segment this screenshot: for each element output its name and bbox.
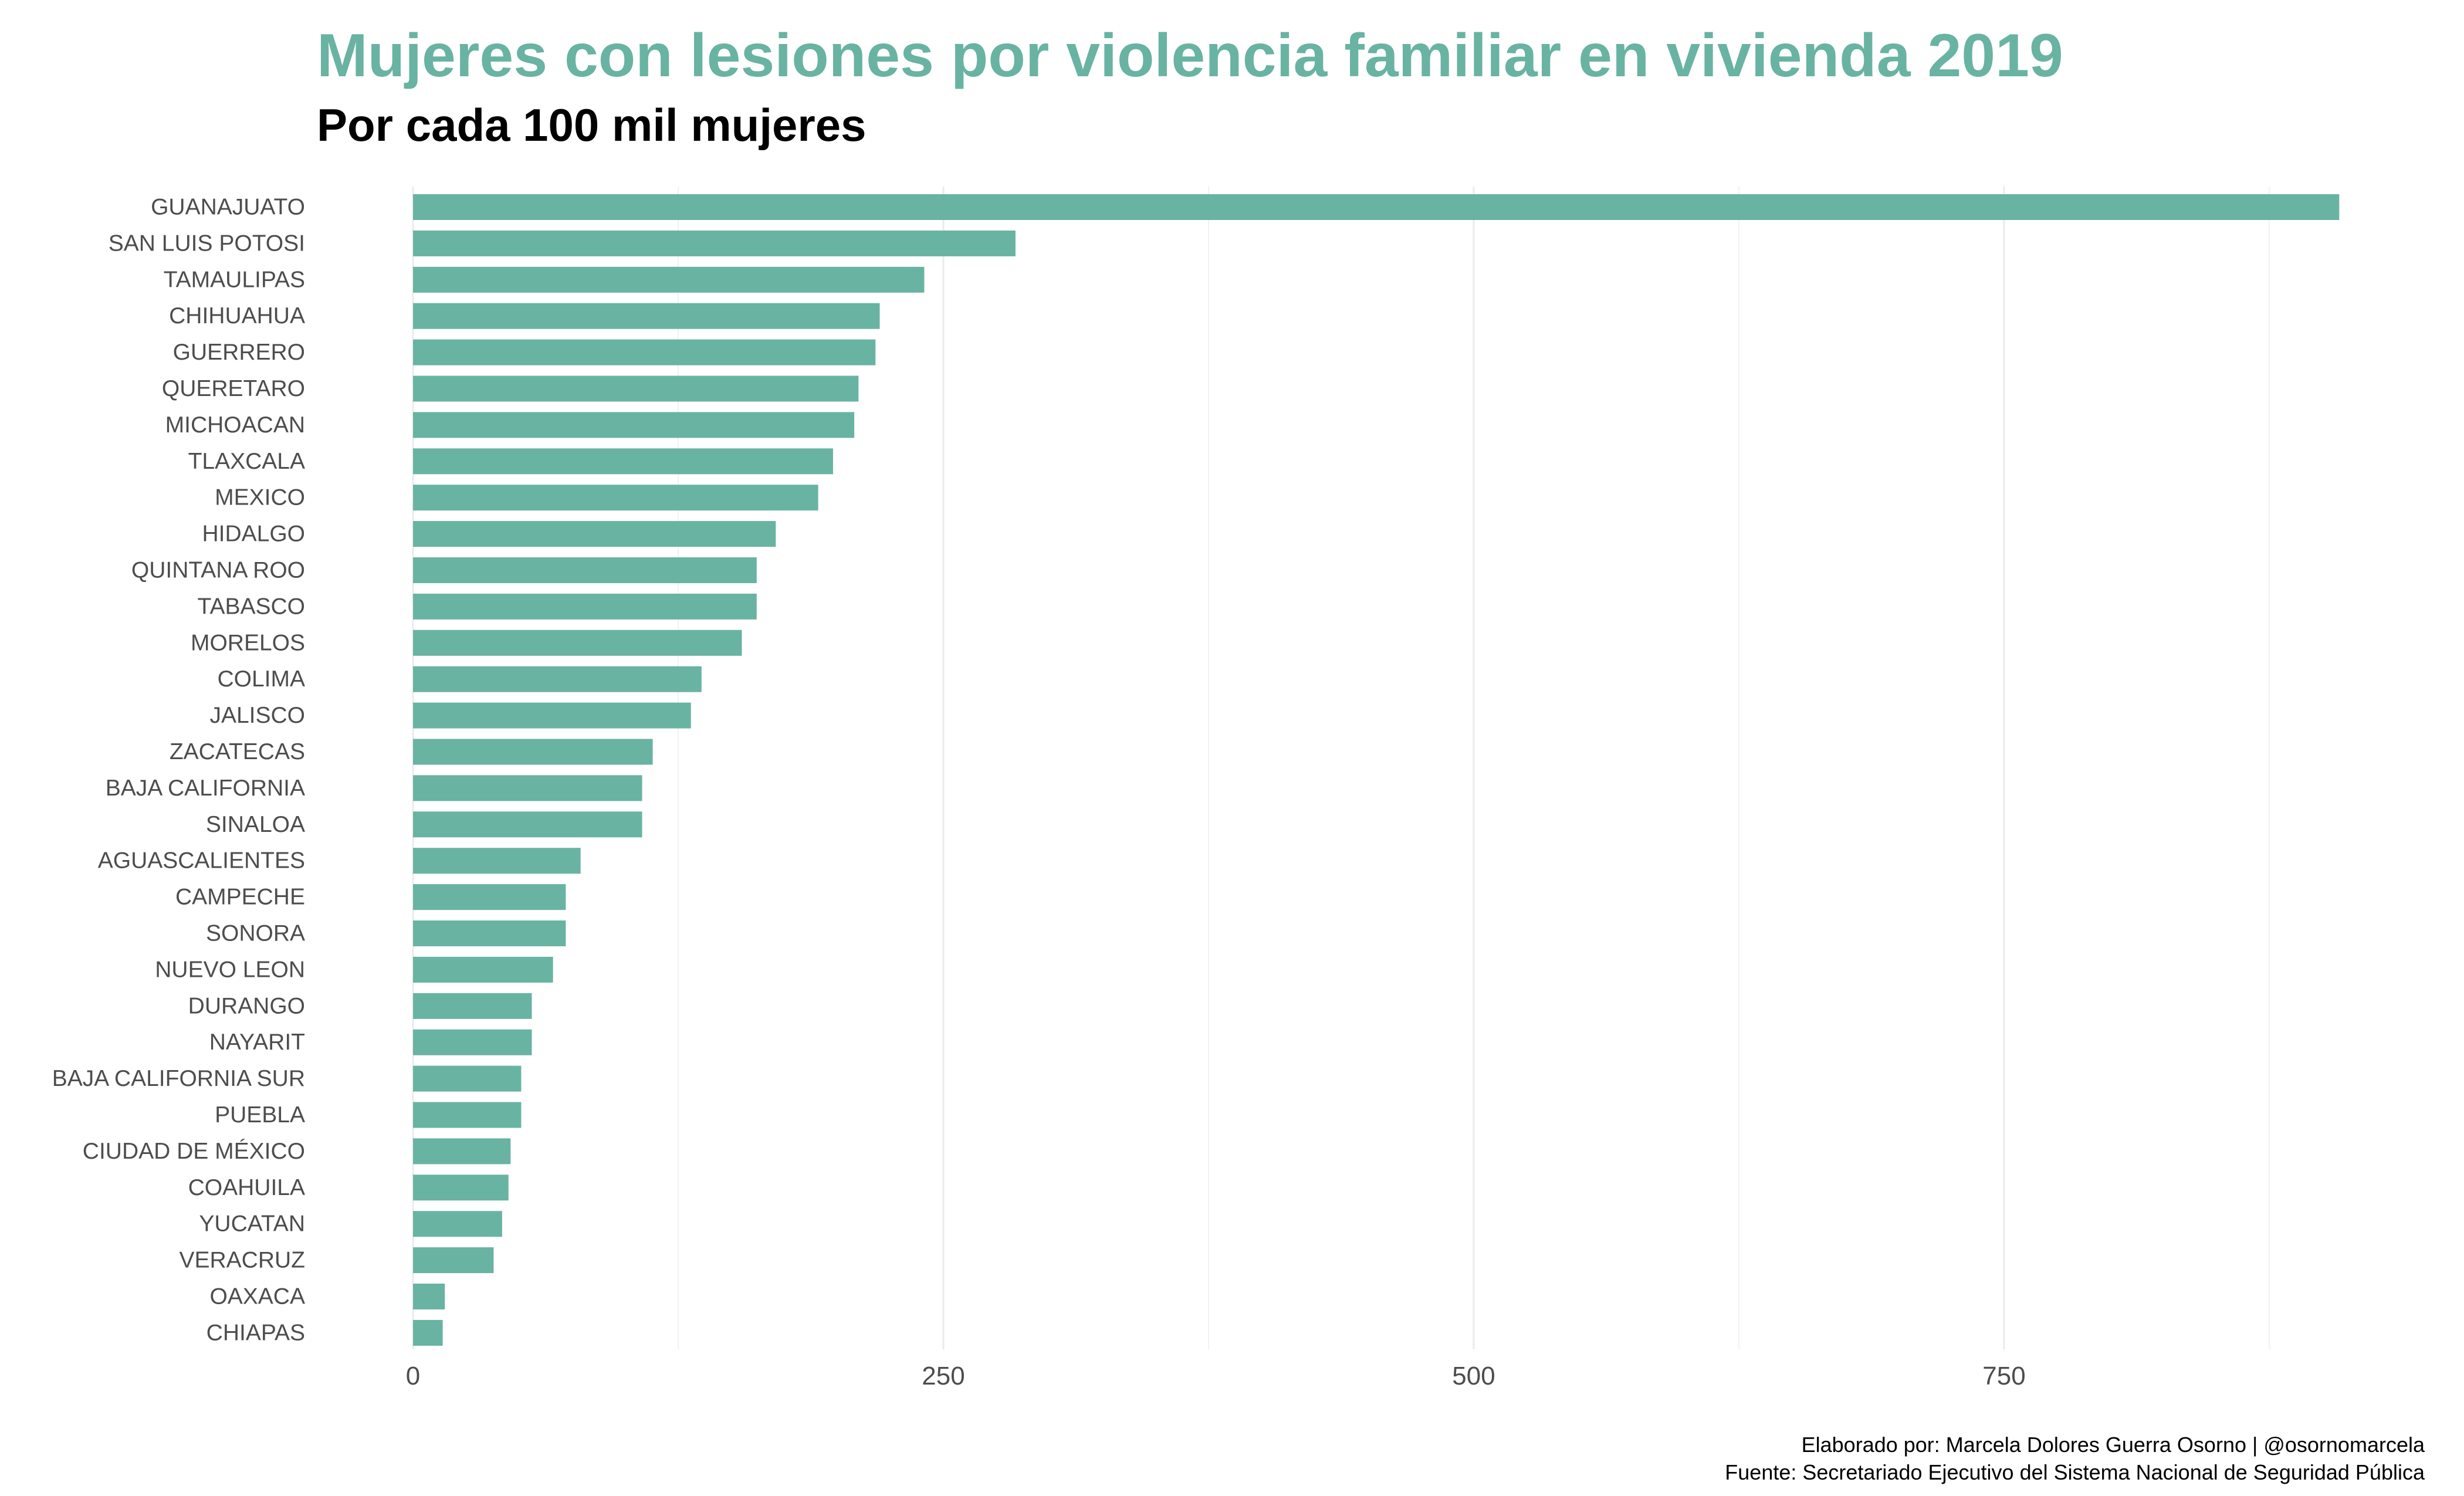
category-label: SAN LUIS POTOSI — [109, 231, 305, 256]
category-label: COLIMA — [217, 666, 305, 692]
bar-nuevo-leon — [413, 956, 553, 983]
category-labels: GUANAJUATO SAN LUIS POTOSI TAMAULIPAS CHIHU… — [52, 195, 305, 1346]
category-label: BAJA CALIFORNIA — [106, 776, 305, 801]
category-label: TLAXCALA — [188, 449, 305, 474]
category-label: CHIAPAS — [207, 1320, 305, 1345]
category-label: PUEBLA — [215, 1102, 305, 1128]
category-label: JALISCO — [209, 703, 305, 728]
bar-chihuahua — [413, 303, 880, 329]
bar-san-luis-potosi — [413, 230, 1016, 256]
category-label: TAMAULIPAS — [164, 267, 305, 292]
caption-source: Fuente: Secretariado Ejecutivo del Siste… — [1725, 1460, 2425, 1484]
bar-nayarit — [413, 1029, 532, 1055]
caption-credit: Elaborado por: Marcela Dolores Guerra Os… — [1802, 1433, 2425, 1457]
category-label: YUCATAN — [199, 1211, 305, 1237]
bar-coahuila — [413, 1175, 509, 1201]
bar-chiapas — [413, 1319, 443, 1346]
category-label: MEXICO — [215, 485, 305, 510]
bar-campeche — [413, 884, 566, 911]
category-label: COAHUILA — [188, 1175, 305, 1200]
category-label: DURANGO — [188, 993, 305, 1018]
category-label: NAYARIT — [209, 1030, 305, 1055]
x-tick-label: 750 — [1982, 1362, 2025, 1390]
category-label: MORELOS — [191, 630, 305, 655]
bars — [413, 194, 2340, 1346]
bar-morelos — [413, 629, 742, 656]
x-tick-label: 0 — [406, 1362, 420, 1390]
category-label: VERACRUZ — [179, 1248, 305, 1273]
bar-yucatan — [413, 1211, 502, 1237]
category-label: GUANAJUATO — [151, 195, 305, 220]
bar-durango — [413, 993, 532, 1019]
bar-sinaloa — [413, 811, 642, 838]
category-label: CHIHUAHUA — [169, 303, 305, 329]
category-label: NUEVO LEON — [155, 957, 305, 982]
bar-guanajuato — [413, 194, 2340, 220]
bar-tabasco — [413, 593, 757, 620]
bar-jalisco — [413, 702, 691, 729]
category-label: CAMPECHE — [175, 885, 305, 910]
category-label: QUERETARO — [162, 376, 305, 401]
category-label: BAJA CALIFORNIA SUR — [52, 1066, 305, 1091]
category-label: TABASCO — [198, 594, 305, 619]
bar-ciudad-de-m-xico — [413, 1138, 511, 1165]
x-tick-label: 250 — [922, 1362, 964, 1390]
bar-mexico — [413, 485, 818, 511]
chart-title: Mujeres con lesiones por violencia famil… — [317, 22, 2063, 90]
category-label: CIUDAD DE MÉXICO — [83, 1139, 305, 1164]
bar-aguascalientes — [413, 848, 581, 874]
bar-hidalgo — [413, 521, 776, 547]
category-label: SONORA — [206, 921, 305, 946]
bar-tamaulipas — [413, 266, 925, 293]
bar-sonora — [413, 920, 566, 946]
category-label: QUINTANA ROO — [131, 558, 305, 583]
bar-tlaxcala — [413, 448, 833, 475]
bar-baja-california-sur — [413, 1065, 522, 1092]
category-label: OAXACA — [209, 1284, 305, 1309]
bar-quintana-roo — [413, 557, 757, 583]
category-label: ZACATECAS — [170, 739, 305, 764]
category-label: SINALOA — [206, 812, 305, 837]
bar-oaxaca — [413, 1284, 445, 1309]
category-label: HIDALGO — [202, 522, 305, 547]
category-label: AGUASCALIENTES — [98, 848, 305, 874]
bar-queretaro — [413, 375, 859, 402]
bar-veracruz — [413, 1247, 494, 1274]
category-label: GUERRERO — [173, 340, 305, 365]
bar-puebla — [413, 1102, 522, 1128]
bar-baja-california — [413, 775, 642, 801]
bar-colima — [413, 666, 702, 692]
category-label: MICHOACAN — [165, 412, 305, 438]
bar-michoacan — [413, 412, 855, 438]
x-tick-label: 500 — [1452, 1362, 1495, 1390]
x-axis-ticks: 0 250 500 750 — [406, 1362, 2026, 1390]
chart-subtitle: Por cada 100 mil mujeres — [317, 99, 867, 151]
bar-guerrero — [413, 339, 876, 365]
bar-zacatecas — [413, 739, 653, 765]
